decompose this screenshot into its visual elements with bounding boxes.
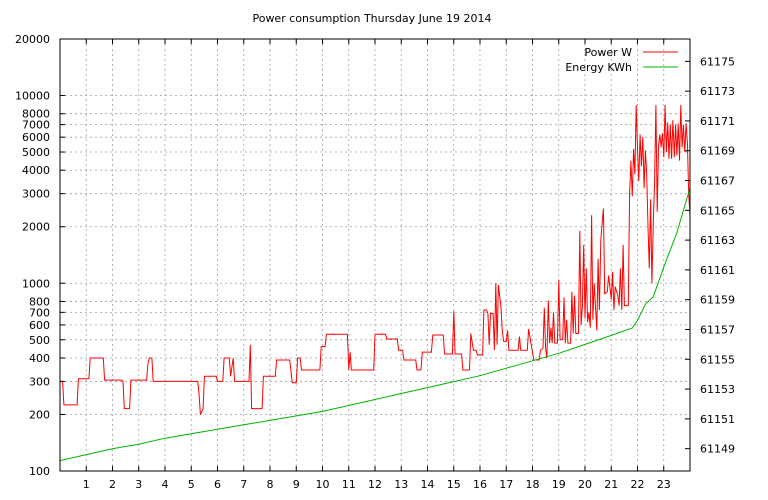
x-tick-label: 16 [473, 478, 487, 491]
y-left-tick-label: 8000 [22, 108, 50, 121]
x-tick-label: 22 [631, 478, 645, 491]
y-left-tick-label: 100 [29, 465, 50, 478]
x-tick-label: 6 [214, 478, 221, 491]
axes: 1 2 3 4 5 6 7 8 9 10 11 12 13 14 15 16 17 18 19 20 21 22 23100… [15, 33, 735, 491]
y-left-tick-label: 1000 [22, 277, 50, 290]
y-left-tick-label: 20000 [15, 33, 50, 46]
y-left-tick-label: 7000 [22, 119, 50, 132]
legend-label: Power W [584, 46, 632, 59]
y-right-tick-label: 61169 [700, 145, 735, 158]
x-tick-label: 17 [499, 478, 513, 491]
y-right-tick-label: 61151 [700, 413, 735, 426]
x-tick-label: 19 [552, 478, 566, 491]
y-left-tick-label: 200 [29, 408, 50, 421]
series-line-energy-kwh [59, 187, 691, 462]
y-right-tick-label: 61159 [700, 294, 735, 307]
y-left-tick-label: 4000 [22, 164, 50, 177]
chart-title: Power consumption Thursday June 19 2014 [252, 12, 491, 25]
x-tick-label: 23 [657, 478, 671, 491]
series-layer [59, 104, 691, 462]
y-right-tick-label: 61163 [700, 234, 735, 247]
y-left-tick-label: 600 [29, 319, 50, 332]
x-tick-label: 21 [604, 478, 618, 491]
y-left-tick-label: 400 [29, 352, 50, 365]
grid-lines [60, 39, 690, 471]
x-tick-label: 11 [342, 478, 356, 491]
x-tick-label: 20 [578, 478, 592, 491]
x-tick-label: 2 [109, 478, 116, 491]
x-tick-label: 14 [421, 478, 435, 491]
y-left-tick-label: 700 [29, 306, 50, 319]
x-tick-label: 18 [526, 478, 540, 491]
x-tick-label: 9 [293, 478, 300, 491]
x-tick-label: 4 [162, 478, 169, 491]
y-right-tick-label: 61167 [700, 175, 735, 188]
y-left-tick-label: 3000 [22, 188, 50, 201]
y-right-tick-label: 61157 [700, 323, 735, 336]
y-left-tick-label: 10000 [15, 90, 50, 103]
y-right-tick-label: 61175 [700, 55, 735, 68]
legend-label: Energy KWh [565, 61, 632, 74]
legend: Power W Energy KWh [565, 46, 678, 74]
x-tick-label: 3 [135, 478, 142, 491]
y-right-tick-label: 61153 [700, 383, 735, 396]
x-tick-label: 5 [188, 478, 195, 491]
x-tick-label: 1 [83, 478, 90, 491]
x-tick-label: 7 [240, 478, 247, 491]
y-left-tick-label: 500 [29, 334, 50, 347]
y-right-tick-label: 61155 [700, 353, 735, 366]
x-tick-label: 8 [267, 478, 274, 491]
y-right-tick-label: 61171 [700, 115, 735, 128]
x-tick-label: 13 [394, 478, 408, 491]
y-left-tick-label: 300 [29, 375, 50, 388]
y-right-tick-label: 61161 [700, 264, 735, 277]
y-right-tick-label: 61149 [700, 443, 735, 456]
x-tick-label: 12 [368, 478, 382, 491]
y-right-tick-label: 61173 [700, 85, 735, 98]
y-right-tick-label: 61165 [700, 204, 735, 217]
x-tick-label: 15 [447, 478, 461, 491]
y-left-tick-label: 800 [29, 295, 50, 308]
x-tick-label: 10 [316, 478, 330, 491]
y-left-tick-label: 6000 [22, 131, 50, 144]
y-left-tick-label: 2000 [22, 221, 50, 234]
y-left-tick-label: 5000 [22, 146, 50, 159]
